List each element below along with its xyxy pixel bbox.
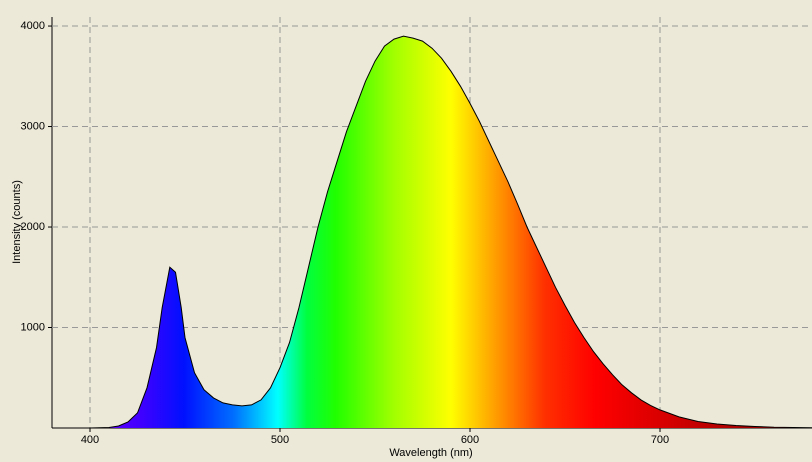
x-tick-label: 400 (81, 434, 99, 446)
y-tick-label: 1000 (21, 321, 45, 333)
x-tick-label: 600 (461, 434, 479, 446)
y-tick-label: 4000 (21, 20, 45, 32)
y-tick-label: 3000 (21, 120, 45, 132)
y-tick-label: 2000 (21, 221, 45, 233)
x-tick-label: 500 (271, 434, 289, 446)
x-tick-label: 700 (651, 434, 669, 446)
x-axis-label: Wavelength (nm) (389, 447, 472, 459)
spectrum-line (52, 35, 812, 429)
spectrum-area (52, 36, 812, 428)
y-axis-label: Intensity (counts) (11, 180, 23, 264)
